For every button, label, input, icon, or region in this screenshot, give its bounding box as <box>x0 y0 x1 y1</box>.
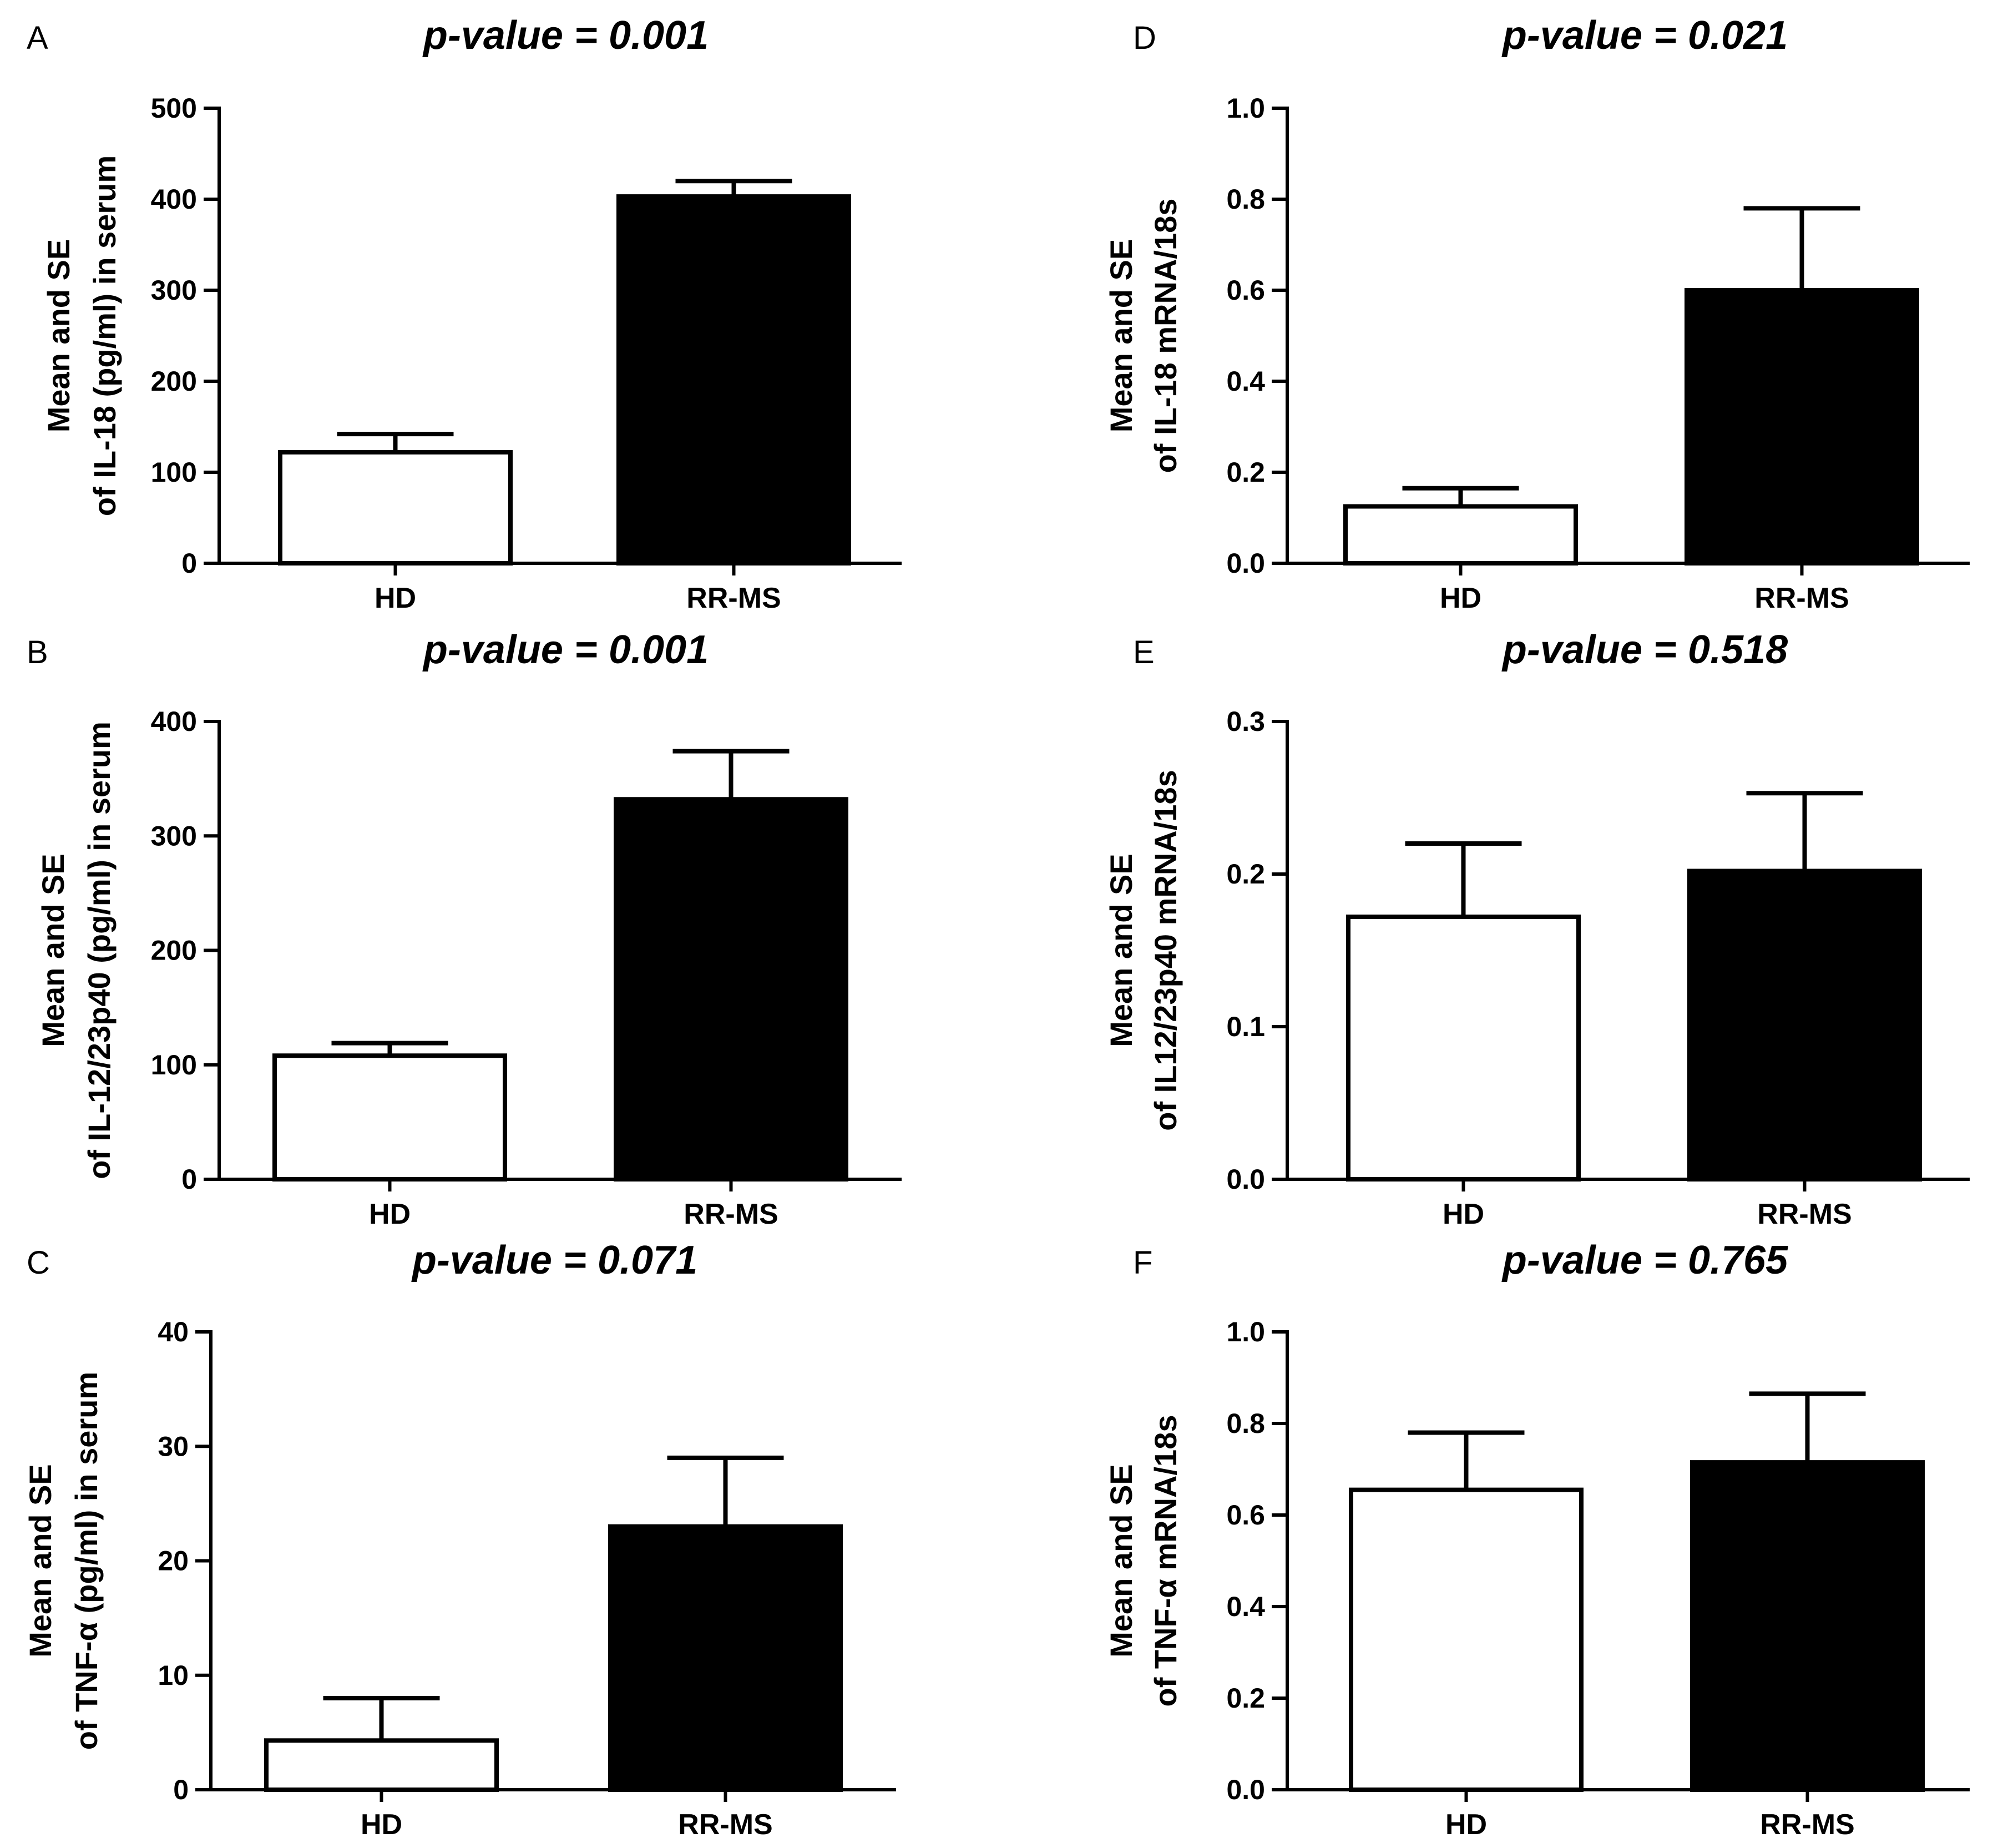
y-tick-label: 400 <box>151 706 197 737</box>
y-axis-title-line1: Mean and SE <box>1104 1464 1139 1658</box>
y-tick-label: 0.4 <box>1226 366 1265 397</box>
y-tick-label: 0.1 <box>1226 1011 1265 1042</box>
bar-hd <box>278 450 513 565</box>
y-tick-label: 100 <box>151 1049 197 1080</box>
x-tick-label-hd: HD <box>361 1809 402 1841</box>
y-tick-label: 0.2 <box>1226 1683 1265 1714</box>
x-tick-label-hd: HD <box>375 582 416 614</box>
y-tick-label: 500 <box>151 93 197 124</box>
y-axis-title-line2: of TNF-α mRNA/18s <box>1148 1415 1183 1706</box>
x-tick-label-hd: HD <box>1440 582 1481 614</box>
y-tick-label: 0.0 <box>1226 1164 1265 1195</box>
y-tick-label: 0 <box>181 548 197 579</box>
y-tick-label: 0.6 <box>1226 1499 1265 1531</box>
y-tick-label: 30 <box>158 1431 189 1462</box>
y-tick-label: 0.2 <box>1226 457 1265 488</box>
y-tick-label: 20 <box>158 1546 189 1577</box>
y-tick-label: 0.3 <box>1226 706 1265 737</box>
bar-rr-ms <box>614 797 848 1181</box>
x-tick-label-rr-ms: RR-MS <box>678 1809 772 1841</box>
bar-hd <box>272 1053 507 1181</box>
y-tick-label: 0.4 <box>1226 1591 1265 1622</box>
panel-letter: D <box>1133 20 1156 56</box>
bar-rr-ms <box>616 194 851 565</box>
y-tick-label: 300 <box>151 275 197 306</box>
y-axis-title-line1: Mean and SE <box>1104 239 1139 433</box>
panel-letter: E <box>1133 634 1155 670</box>
bar-hd <box>264 1738 499 1792</box>
x-tick-label-rr-ms: RR-MS <box>1757 1198 1852 1230</box>
chart-title: p-value = 0.518 <box>1501 628 1788 672</box>
bar-hd <box>1343 504 1578 565</box>
y-tick-label: 400 <box>151 184 197 215</box>
panel-letter: C <box>27 1245 50 1281</box>
chart-title: p-value = 0.001 <box>422 13 709 58</box>
y-tick-label: 0.8 <box>1226 184 1265 215</box>
y-tick-label: 40 <box>158 1316 189 1347</box>
x-tick-label-hd: HD <box>369 1198 411 1230</box>
y-tick-label: 1.0 <box>1226 1316 1265 1347</box>
x-tick-label-rr-ms: RR-MS <box>684 1198 778 1230</box>
chart-title: p-value = 0.765 <box>1501 1238 1788 1283</box>
panel-letter: A <box>27 20 48 56</box>
y-tick-label: 0.2 <box>1226 859 1265 890</box>
x-tick-label-hd: HD <box>1443 1198 1484 1230</box>
y-tick-label: 0 <box>173 1774 189 1805</box>
y-tick-label: 0.8 <box>1226 1408 1265 1439</box>
x-tick-label-rr-ms: RR-MS <box>1760 1809 1854 1841</box>
y-axis-title-line2: of IL-12/23p40 (pg/ml) in serum <box>82 721 117 1179</box>
y-axis-title-line1: Mean and SE <box>1104 854 1139 1047</box>
x-tick-label-rr-ms: RR-MS <box>686 582 781 614</box>
x-tick-label-rr-ms: RR-MS <box>1754 582 1849 614</box>
y-axis-title-line2: of IL-18 (pg/ml) in serum <box>87 155 122 516</box>
chart-title: p-value = 0.021 <box>1501 13 1788 58</box>
y-tick-label: 1.0 <box>1226 93 1265 124</box>
y-axis-title-line2: of IL-18 mRNA/18s <box>1148 199 1183 473</box>
y-tick-label: 100 <box>151 457 197 488</box>
panel-letter: B <box>27 634 48 670</box>
y-tick-label: 200 <box>151 935 197 966</box>
bar-hd <box>1349 1487 1584 1792</box>
chart-title: p-value = 0.071 <box>411 1238 697 1283</box>
y-axis-title-line1: Mean and SE <box>41 239 76 433</box>
y-axis-title-line1: Mean and SE <box>23 1464 58 1658</box>
panel-letter: F <box>1133 1245 1152 1281</box>
y-tick-label: 0.0 <box>1226 1774 1265 1805</box>
y-axis-title-line1: Mean and SE <box>36 854 70 1047</box>
y-tick-label: 0.6 <box>1226 275 1265 306</box>
y-axis-title-line2: of IL12/23p40 mRNA/18s <box>1148 770 1183 1130</box>
bar-hd <box>1346 915 1581 1181</box>
bar-rr-ms <box>1690 1460 1925 1792</box>
y-tick-label: 0.0 <box>1226 548 1265 579</box>
y-tick-label: 300 <box>151 820 197 851</box>
bar-rr-ms <box>1687 869 1922 1181</box>
y-tick-label: 0 <box>181 1164 197 1195</box>
y-axis-title-line2: of TNF-α (pg/ml) in serum <box>69 1372 104 1750</box>
chart-title: p-value = 0.001 <box>422 628 709 672</box>
bar-rr-ms <box>1685 288 1919 565</box>
bar-rr-ms <box>608 1524 843 1792</box>
y-tick-label: 200 <box>151 366 197 397</box>
y-tick-label: 10 <box>158 1660 189 1691</box>
x-tick-label-hd: HD <box>1445 1809 1487 1841</box>
